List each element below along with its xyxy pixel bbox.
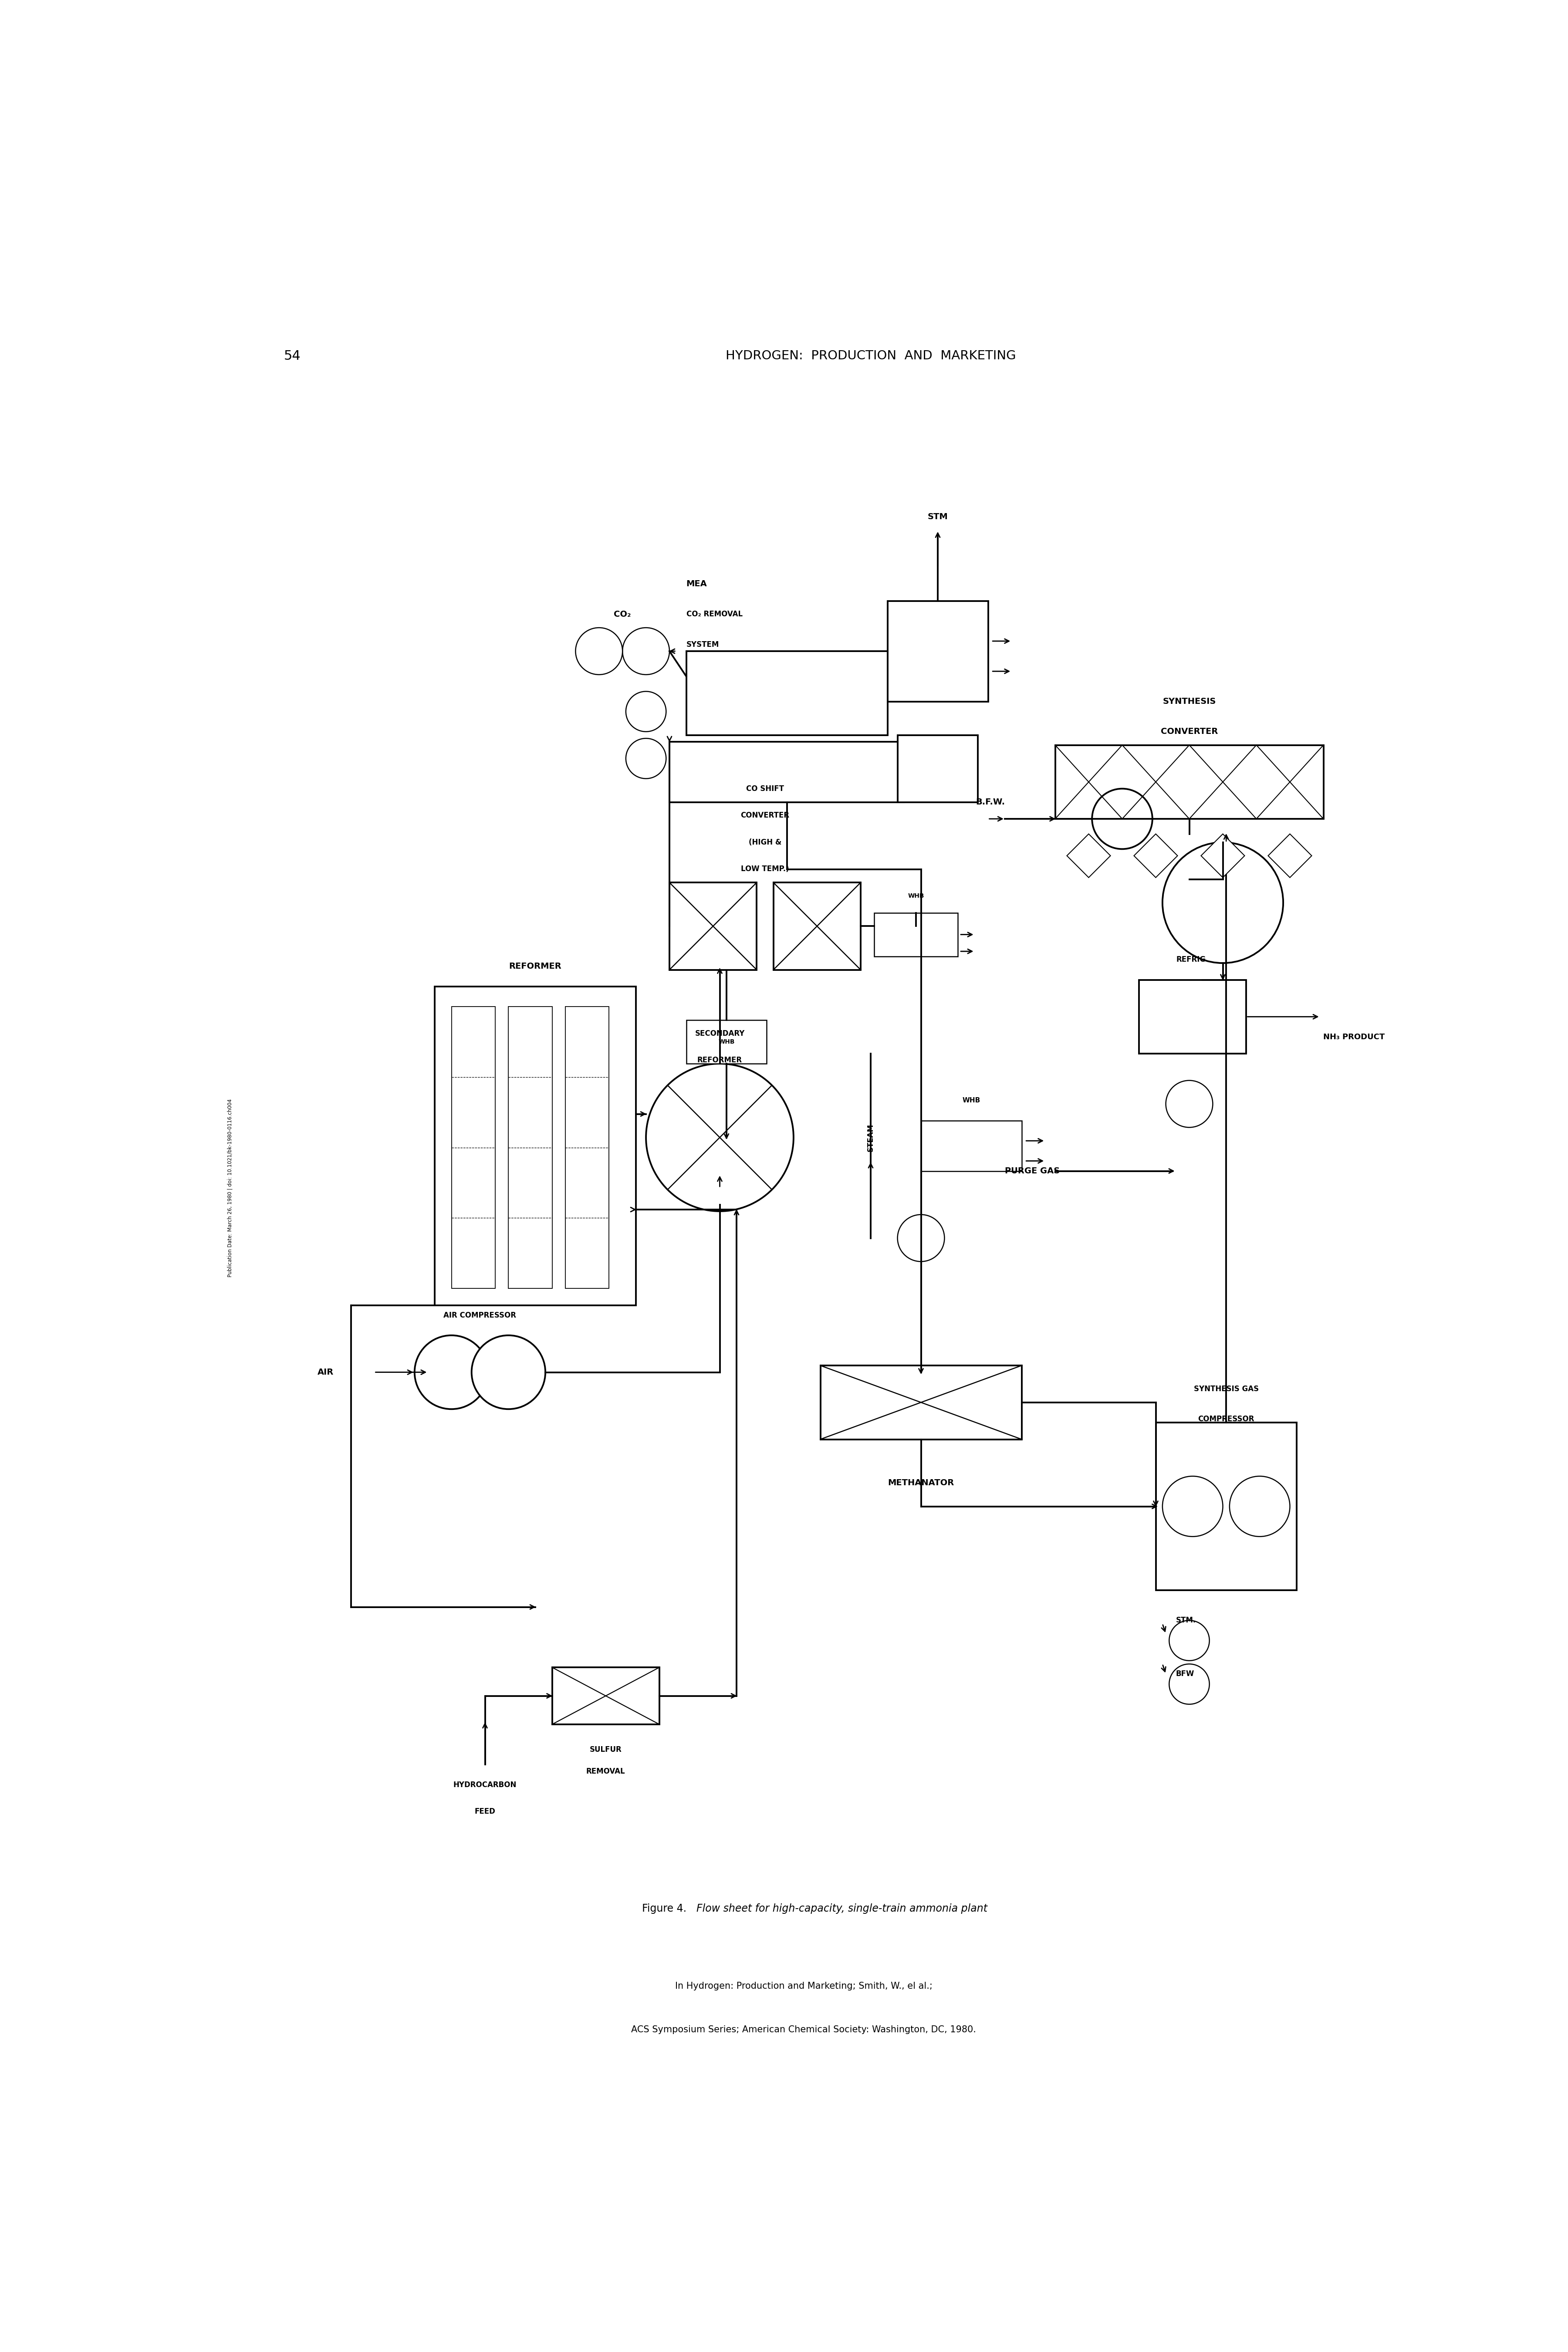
Text: WHB: WHB (718, 1040, 735, 1044)
Text: METHANATOR: METHANATOR (887, 1479, 955, 1486)
Circle shape (626, 691, 666, 731)
Text: B.F.W.: B.F.W. (975, 797, 1005, 807)
Text: Figure 4.: Figure 4. (641, 1903, 687, 1915)
Bar (552, 1668, 660, 1724)
Bar (670, 741, 905, 802)
Text: Publication Date: March 26, 1980 | doi: 10.1021/bk-1980-0116.ch004: Publication Date: March 26, 1980 | doi: … (227, 1098, 234, 1277)
Bar (1055, 746, 1323, 818)
Circle shape (1229, 1477, 1290, 1536)
Text: CONVERTER: CONVERTER (740, 811, 789, 818)
Polygon shape (1269, 835, 1312, 877)
Text: LOW TEMP.): LOW TEMP.) (742, 866, 789, 873)
Text: PURGE GAS: PURGE GAS (1005, 1167, 1060, 1176)
Text: REFORMER: REFORMER (698, 1056, 742, 1063)
Circle shape (1162, 842, 1283, 962)
Bar (687, 652, 887, 734)
Text: SULFUR: SULFUR (590, 1745, 622, 1755)
Text: HYDROCARBON: HYDROCARBON (453, 1780, 516, 1788)
Text: STM: STM (928, 513, 949, 522)
Bar (566, 1007, 608, 1289)
Text: STM.: STM. (1176, 1616, 1196, 1625)
Circle shape (575, 628, 622, 675)
Text: WHB: WHB (908, 894, 924, 898)
Text: 54: 54 (284, 350, 301, 362)
Text: REFRIG.: REFRIG. (1176, 955, 1209, 964)
Polygon shape (1201, 835, 1245, 877)
Text: In Hydrogen: Production and Marketing; Smith, W., el al.;: In Hydrogen: Production and Marketing; S… (674, 1983, 933, 1990)
Polygon shape (1134, 835, 1178, 877)
Text: MEA: MEA (687, 581, 707, 588)
Circle shape (1170, 1663, 1209, 1705)
Text: AIR: AIR (317, 1369, 334, 1376)
Text: HYDROGEN:  PRODUCTION  AND  MARKETING: HYDROGEN: PRODUCTION AND MARKETING (726, 350, 1016, 362)
Text: NH₃ PRODUCT: NH₃ PRODUCT (1323, 1033, 1385, 1040)
Text: REMOVAL: REMOVAL (586, 1766, 626, 1776)
Bar (1138, 981, 1247, 1054)
Text: Flow sheet for high-capacity, single-train ammonia plant: Flow sheet for high-capacity, single-tra… (696, 1903, 988, 1915)
Text: FEED: FEED (475, 1809, 495, 1816)
Circle shape (622, 628, 670, 675)
Circle shape (1091, 788, 1152, 849)
Bar (434, 985, 637, 1305)
Text: CO₂: CO₂ (615, 609, 630, 619)
Bar (670, 882, 757, 969)
Circle shape (472, 1336, 546, 1409)
Text: BFW: BFW (1176, 1670, 1195, 1677)
Circle shape (1165, 1080, 1212, 1127)
Bar (897, 734, 978, 802)
Circle shape (414, 1336, 488, 1409)
Text: STEAM: STEAM (867, 1124, 875, 1152)
Bar (687, 1021, 767, 1063)
Text: REFORMER: REFORMER (510, 962, 561, 971)
Text: COMPRESSOR: COMPRESSOR (1198, 1416, 1254, 1423)
Bar (1156, 1423, 1297, 1590)
Text: SYNTHESIS: SYNTHESIS (1162, 696, 1215, 706)
Text: CO₂ REMOVAL: CO₂ REMOVAL (687, 609, 743, 619)
Bar (873, 913, 958, 957)
Text: ACS Symposium Series; American Chemical Society: Washington, DC, 1980.: ACS Symposium Series; American Chemical … (632, 2025, 975, 2034)
Polygon shape (1066, 835, 1110, 877)
Bar (920, 1120, 1022, 1171)
Text: WHB: WHB (963, 1098, 980, 1103)
Circle shape (897, 1214, 944, 1261)
Text: CONVERTER: CONVERTER (1160, 727, 1218, 736)
Circle shape (626, 739, 666, 779)
Circle shape (1170, 1621, 1209, 1661)
Bar (508, 1007, 552, 1289)
Circle shape (1162, 1477, 1223, 1536)
Text: SYSTEM: SYSTEM (687, 640, 720, 649)
Bar (820, 1367, 1022, 1439)
Text: CO SHIFT: CO SHIFT (746, 786, 784, 793)
Text: SECONDARY: SECONDARY (695, 1030, 745, 1037)
Circle shape (646, 1063, 793, 1211)
Text: SYNTHESIS GAS: SYNTHESIS GAS (1193, 1385, 1259, 1392)
Bar (887, 600, 988, 701)
Text: AIR COMPRESSOR: AIR COMPRESSOR (444, 1312, 516, 1319)
Text: (HIGH &: (HIGH & (748, 837, 781, 847)
Bar (773, 882, 861, 969)
Bar (452, 1007, 495, 1289)
